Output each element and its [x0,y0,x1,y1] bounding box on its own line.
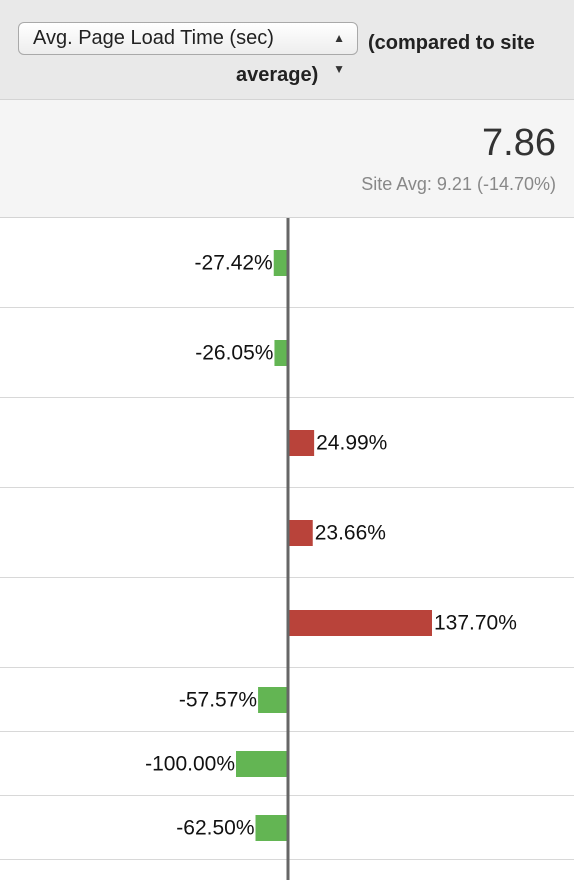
value-label: 24.99% [316,432,387,455]
metric-select-label: Avg. Page Load Time (sec) [33,27,274,49]
summary-value: 7.86 [482,122,556,164]
bar [236,751,288,777]
value-label: -62.50% [176,817,254,840]
value-label: -100.00% [145,753,235,776]
metric-select[interactable]: Avg. Page Load Time (sec) ▲ ▼ [18,22,358,76]
value-label: 137.70% [434,612,517,635]
bar [258,687,288,713]
bar [288,430,315,456]
value-label: 23.66% [315,522,386,545]
bar [288,610,432,636]
select-arrows: ▲ ▼ [333,31,345,76]
value-label: -26.05% [195,342,273,365]
bar [288,520,313,546]
bar [273,250,288,276]
summary: 7.86 Site Avg: 9.21 (-14.70%) [0,100,574,218]
bar [274,340,288,366]
header: Avg. Page Load Time (sec) ▲ ▼ (compared to… [0,0,574,100]
value-label: -27.42% [195,252,273,275]
value-label: -57.57% [179,689,257,712]
compared-note: (compared to site average) [236,32,535,86]
bar [255,815,288,841]
chart: -27.42% -26.05% 24.99% 23.66% 137.70% -57.57%… [0,218,574,880]
site-average: Site Avg: 9.21 (-14.70%) [361,174,556,194]
